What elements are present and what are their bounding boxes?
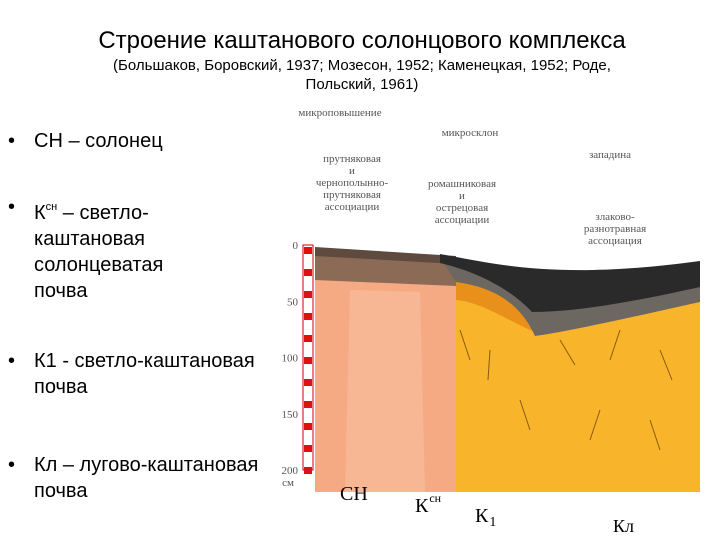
- association-label: чернополынно-: [316, 177, 389, 189]
- depth-tick-label: 200: [282, 465, 299, 477]
- bullet: Ксн – светло-каштановая солонцеватая поч…: [8, 194, 214, 304]
- depth-unit: см: [282, 477, 294, 489]
- scale-block: [304, 335, 312, 342]
- title: Строение каштанового солонцового комплек…: [98, 27, 626, 54]
- relief-label: микросклон: [442, 127, 499, 139]
- soil-label: К: [415, 495, 429, 517]
- scale-block: [304, 269, 312, 276]
- soil-label: К: [475, 505, 489, 527]
- soil-label-sup: сн: [429, 491, 441, 505]
- subtitle-line: (Большаков, Боровский, 1937; Мозесон, 19…: [113, 57, 611, 74]
- association-label: острецовая: [436, 202, 488, 214]
- depth-tick-label: 50: [287, 296, 299, 308]
- association-label: прутняковая: [323, 189, 381, 201]
- scale-block: [304, 357, 312, 364]
- association-label: ассоциации: [325, 201, 380, 213]
- scale-block: [304, 401, 312, 408]
- bullet-text: Кл – лугово-каштановая почва: [34, 454, 259, 502]
- association-label: ассоциации: [435, 214, 490, 226]
- soil-profile: [315, 247, 700, 492]
- association-label: ассоциация: [588, 235, 642, 247]
- depth-scale: [302, 244, 314, 474]
- bullet-sup: сн: [45, 201, 58, 213]
- soil-label-sub: 1: [489, 515, 496, 530]
- scale-block: [304, 291, 312, 298]
- association-label: и: [459, 190, 465, 202]
- depth-tick-label: 150: [282, 409, 299, 421]
- association-label: и: [349, 165, 355, 177]
- scale-block: [304, 313, 312, 320]
- soil-label: Кл: [613, 516, 634, 536]
- bullet: К1 - светло-каштановая почва: [8, 348, 264, 400]
- bullet: Кл – лугово-каштановая почва: [8, 452, 264, 504]
- scale-block: [304, 247, 312, 254]
- bullet: СН – солонец: [8, 128, 294, 154]
- bullet-text: – светло-каштановая солонцеватая почва: [34, 202, 164, 302]
- association-label: прутняковая: [323, 153, 381, 165]
- depth-tick-label: 0: [293, 240, 299, 252]
- scale-block: [304, 423, 312, 430]
- bullet-text: К: [34, 202, 46, 224]
- bullet-text: СН – солонец: [34, 130, 163, 152]
- soil-label: СН: [340, 483, 368, 505]
- association-label: ромашниковая: [428, 178, 496, 190]
- relief-label: западина: [589, 149, 631, 161]
- depth-tick-label: 100: [282, 353, 299, 365]
- association-label: разнотравная: [584, 223, 646, 235]
- bullet-text: К1 - светло-каштановая почва: [34, 350, 255, 398]
- scale-block: [304, 467, 312, 474]
- scale-block: [304, 379, 312, 386]
- subtitle-line: Польский, 1961): [306, 76, 419, 93]
- scale-block: [304, 445, 312, 452]
- association-label: злаково-: [595, 211, 635, 223]
- relief-label: микроповышение: [298, 107, 381, 119]
